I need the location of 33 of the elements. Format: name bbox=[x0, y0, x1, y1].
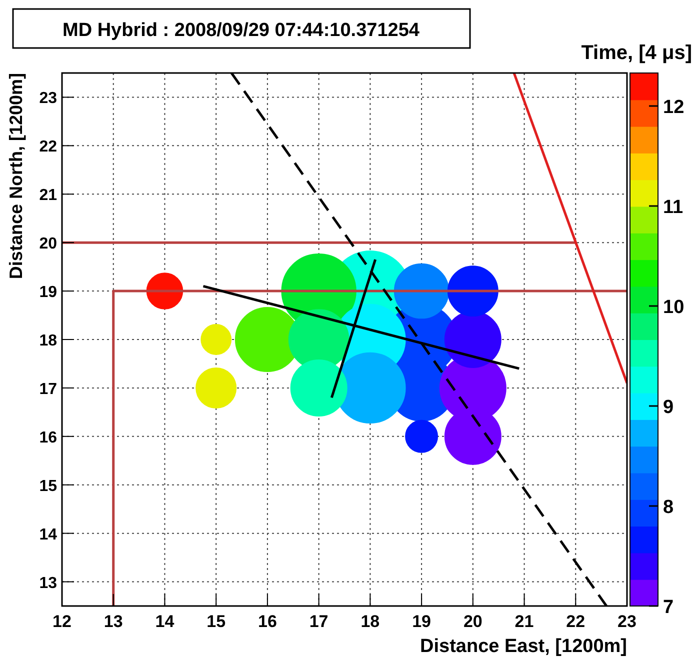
y-tick-label: 14 bbox=[39, 526, 58, 544]
y-tick-label: 13 bbox=[39, 574, 58, 592]
y-tick-label: 20 bbox=[39, 236, 58, 253]
chart-title: MD Hybrid : 2008/09/29 07:44:10.371254 bbox=[62, 20, 420, 41]
y-tick-label: 19 bbox=[39, 284, 58, 302]
color-bar-label: 11 bbox=[663, 197, 684, 218]
y-tick-label: 17 bbox=[39, 380, 58, 398]
x-tick-label: 19 bbox=[412, 612, 432, 631]
y-axis-title: Distance North, [1200m] bbox=[6, 73, 26, 280]
y-tick-label: 15 bbox=[39, 478, 58, 495]
y-tick-label: 22 bbox=[39, 138, 58, 156]
x-tick-label: 21 bbox=[514, 612, 534, 631]
x-axis-title: Distance East, [1200m] bbox=[420, 636, 627, 657]
color-bar-label: 7 bbox=[663, 597, 674, 618]
x-tick-label: 14 bbox=[155, 612, 175, 631]
x-tick-label: 18 bbox=[360, 612, 380, 631]
color-bar-label: 12 bbox=[663, 97, 684, 118]
x-tick-label: 23 bbox=[618, 612, 636, 631]
color-bar-title: Time, [4 μs] bbox=[581, 42, 692, 64]
color-bar-label: 10 bbox=[663, 297, 684, 318]
y-tick-label: 23 bbox=[39, 90, 58, 108]
x-tick-label: 20 bbox=[463, 612, 482, 631]
y-tick-label: 18 bbox=[39, 332, 58, 350]
x-tick-label: 13 bbox=[104, 612, 123, 631]
y-tick-label: 16 bbox=[39, 429, 58, 446]
color-bar-label: 8 bbox=[663, 497, 674, 518]
x-tick-label: 17 bbox=[309, 612, 328, 631]
x-tick-label: 15 bbox=[206, 612, 226, 631]
x-tick-label: 22 bbox=[566, 612, 586, 631]
color-bar-label: 9 bbox=[663, 397, 674, 418]
y-tick-label: 21 bbox=[39, 187, 58, 204]
x-tick-label: 16 bbox=[258, 612, 277, 631]
x-tick-label: 12 bbox=[52, 612, 72, 631]
